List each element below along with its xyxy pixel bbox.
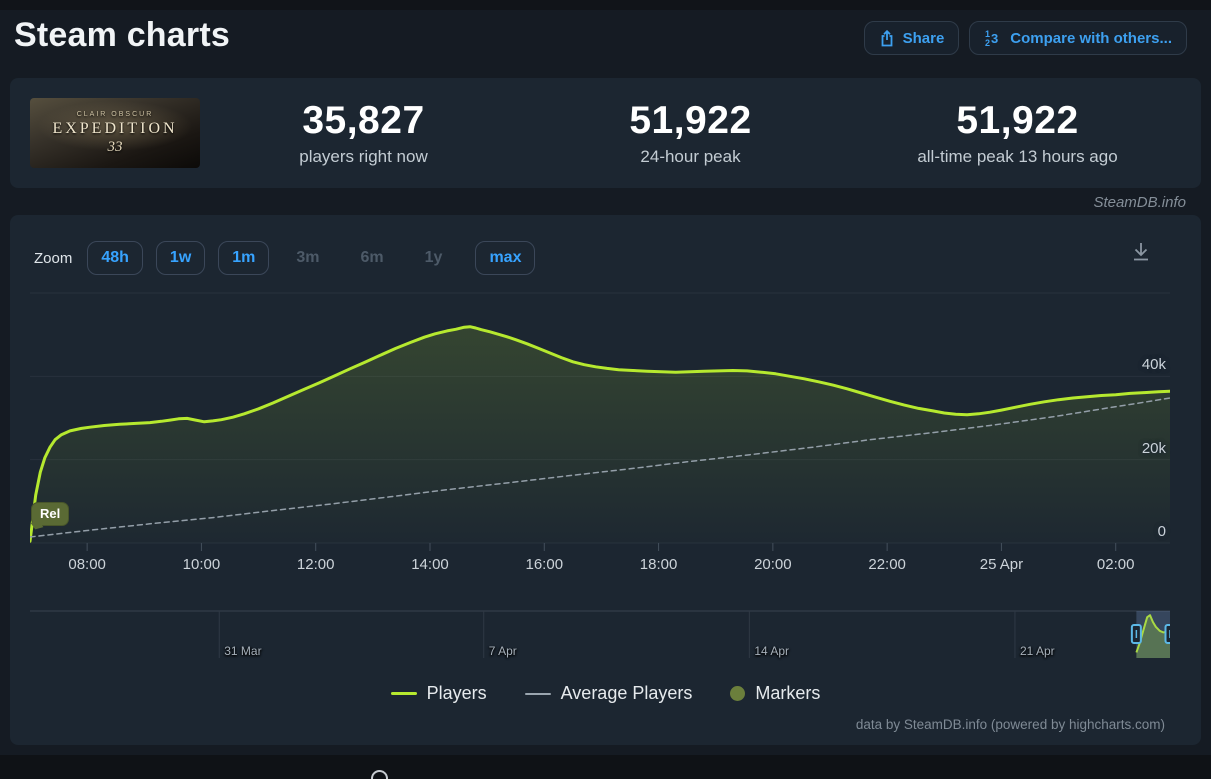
x-tick-label: 14:00: [411, 556, 449, 573]
x-tick-label: 10:00: [182, 556, 221, 573]
x-tick-label: 22:00: [868, 556, 906, 573]
players-chart-plot[interactable]: [28, 290, 1172, 552]
average-line-swatch: [524, 692, 551, 695]
page-header: Steam charts Share 1 2 3 Compare with ot…: [0, 10, 1211, 72]
stat-value: 35,827: [302, 99, 425, 142]
legend-item-players[interactable]: Players: [390, 683, 487, 704]
stat-current-players: 35,827 players right now: [200, 99, 527, 167]
chart-legend: Players Average Players Markers: [10, 683, 1201, 704]
x-tick-label: 20:00: [754, 556, 792, 573]
navigator-date-label: 7 Apr: [488, 644, 517, 658]
stat-label: players right now: [299, 147, 428, 166]
markers-dot-swatch: [730, 686, 746, 701]
zoom-48h-button[interactable]: 48h: [87, 241, 143, 275]
game-capsule-image[interactable]: CLAIR OBSCUR EXPEDITION 33: [30, 98, 200, 168]
stats-panel: CLAIR OBSCUR EXPEDITION 33 35,827 player…: [10, 78, 1201, 188]
svg-text:1: 1: [985, 29, 990, 39]
steamdb-watermark: SteamDB.info: [1093, 194, 1186, 211]
compare-button[interactable]: 1 2 3 Compare with others...: [969, 21, 1187, 55]
y-tick-label: 0: [1157, 523, 1166, 540]
players-line-swatch: [390, 692, 417, 695]
zoom-label: Zoom: [34, 249, 73, 267]
stat-24h-peak: 51,922 24-hour peak: [527, 99, 854, 167]
game-title-main: EXPEDITION: [52, 119, 178, 137]
navigator-date-label: 21 Apr: [1019, 644, 1055, 658]
release-flag-marker[interactable]: Rel: [31, 502, 70, 526]
header-buttons: Share 1 2 3 Compare with others...: [863, 21, 1187, 55]
stat-alltime-peak: 51,922 all-time peak 13 hours ago: [854, 99, 1181, 167]
x-tick-label: 12:00: [296, 556, 335, 573]
zoom-1y-button: 1y: [411, 241, 457, 275]
legend-item-markers[interactable]: Markers: [730, 683, 820, 704]
compare-button-label: Compare with others...: [1010, 29, 1172, 47]
navigator-date-label: 31 Mar: [224, 644, 262, 658]
top-strip: [0, 0, 1211, 10]
share-icon: [879, 29, 895, 47]
x-tick-label: 16:00: [525, 556, 564, 573]
stat-value: 51,922: [629, 99, 752, 142]
stat-label: all-time peak 13 hours ago: [917, 147, 1118, 166]
chart-panel: Zoom 48h 1w 1m 3m 6m 1y max 0 20k 40k 08:0…: [10, 215, 1201, 745]
svg-text:3: 3: [991, 31, 998, 46]
y-tick-label: 20k: [1141, 439, 1166, 457]
page-title: Steam charts: [14, 16, 230, 54]
share-button[interactable]: Share: [863, 21, 960, 55]
svg-text:2: 2: [985, 38, 990, 47]
zoom-1w-button[interactable]: 1w: [155, 241, 206, 275]
navigator-date-label: 14 Apr: [754, 644, 790, 658]
stat-value: 51,922: [956, 99, 1079, 142]
x-tick-label: 25 Apr: [979, 556, 1024, 573]
share-button-label: Share: [902, 29, 945, 47]
chart-credits[interactable]: data by SteamDB.info (powered by highcha…: [855, 717, 1165, 732]
zoom-max-button[interactable]: max: [475, 241, 536, 275]
zoom-toolbar: Zoom 48h 1w 1m 3m 6m 1y max: [34, 241, 536, 275]
x-tick-label: 08:00: [68, 556, 106, 573]
y-tick-label: 40k: [1141, 356, 1166, 374]
footer-logo-icon: [371, 770, 388, 779]
x-tick-label: 02:00: [1096, 556, 1135, 573]
game-title-number: 33: [107, 138, 123, 155]
compare-numbers-icon: 1 2 3: [984, 29, 1002, 47]
x-tick-label: 18:00: [639, 556, 678, 573]
zoom-1m-button[interactable]: 1m: [218, 241, 270, 275]
stat-label: 24-hour peak: [640, 147, 741, 166]
chart-navigator[interactable]: [30, 610, 1176, 662]
zoom-3m-button: 3m: [282, 241, 333, 275]
bottom-strip: [0, 755, 1211, 779]
zoom-6m-button: 6m: [347, 241, 398, 275]
game-title-small: CLAIR OBSCUR: [76, 110, 154, 118]
legend-item-average-players[interactable]: Average Players: [524, 683, 692, 704]
download-chart-icon[interactable]: [1127, 239, 1155, 267]
